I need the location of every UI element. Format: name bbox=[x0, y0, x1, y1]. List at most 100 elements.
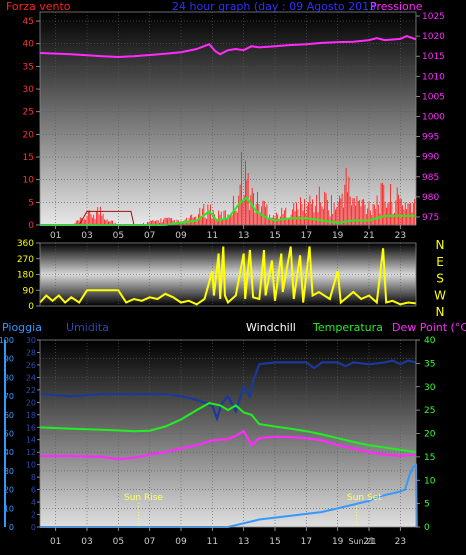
mid-plot-border bbox=[39, 242, 417, 307]
hour-tick-label: 23 bbox=[395, 537, 406, 547]
rain-tick-label: 10 bbox=[4, 504, 14, 513]
humidity-tick-label: 4 bbox=[31, 498, 36, 507]
hour-tick-label: 15 bbox=[269, 537, 280, 547]
wind-tick-label: 20 bbox=[23, 130, 35, 140]
bot-axes: 0102030405060708090100024681012141618202… bbox=[0, 336, 436, 547]
wind-tick-label: 5 bbox=[28, 198, 34, 208]
humidity-tick-label: 12 bbox=[26, 448, 36, 457]
temperature-tick-label: 40 bbox=[424, 336, 436, 346]
temperature-tick-label: 35 bbox=[424, 359, 435, 369]
hour-tick-label: 17 bbox=[301, 231, 312, 241]
temperature-tick-label: 20 bbox=[424, 430, 436, 440]
hour-tick-label: 05 bbox=[113, 231, 124, 241]
pressure-tick-label: 1000 bbox=[422, 112, 445, 122]
humidity-tick-label: 18 bbox=[26, 411, 36, 420]
bot-plot-border bbox=[39, 339, 417, 528]
pressure-tick-label: 995 bbox=[422, 133, 439, 143]
hour-tick-label: 11 bbox=[207, 537, 218, 547]
windchill-legend: Windchill bbox=[246, 321, 296, 334]
hour-tick-label: 19 bbox=[332, 231, 344, 241]
direction-degree-label: 360 bbox=[17, 239, 34, 249]
pressure-tick-label: 1025 bbox=[422, 12, 445, 22]
temperature-line bbox=[39, 402, 417, 454]
wind-tick-label: 0 bbox=[28, 221, 34, 231]
direction-degree-label: 180 bbox=[17, 271, 34, 281]
humidity-tick-label: 20 bbox=[26, 398, 36, 407]
humidity-line bbox=[39, 359, 417, 422]
rain-tick-label: 90 bbox=[4, 355, 14, 364]
hour-tick-label: 09 bbox=[175, 537, 187, 547]
pressure-tick-label: 990 bbox=[422, 153, 439, 163]
rain-tick-label: 80 bbox=[4, 373, 14, 382]
compass-label: W bbox=[434, 288, 446, 302]
humidity-tick-label: 16 bbox=[26, 423, 36, 432]
humidity-tick-label: 24 bbox=[26, 373, 36, 382]
temperature-tick-label: 10 bbox=[424, 476, 436, 486]
wind-tick-label: 30 bbox=[23, 85, 35, 95]
hour-tick-label: 13 bbox=[238, 231, 249, 241]
humidity-legend: Umidita bbox=[66, 321, 109, 334]
rain-line bbox=[40, 463, 418, 528]
wind-direction-line bbox=[39, 246, 417, 306]
chart-title: 24 hour graph (day : 09 Agosto 2013 bbox=[172, 0, 376, 13]
direction-degree-label: 0 bbox=[28, 302, 34, 312]
hour-tick-label: 21 bbox=[363, 537, 374, 547]
wind-tick-label: 35 bbox=[23, 62, 34, 72]
hour-tick-label: 19 bbox=[332, 537, 344, 547]
wind-average-line bbox=[40, 196, 416, 226]
wind-tick-label: 40 bbox=[23, 40, 35, 50]
hour-tick-label: 11 bbox=[207, 231, 218, 241]
humidity-tick-label: 22 bbox=[26, 386, 36, 395]
hour-tick-label: 15 bbox=[269, 231, 280, 241]
pressure-tick-label: 980 bbox=[422, 193, 439, 203]
compass-label: N bbox=[436, 238, 445, 252]
sun-hour-label: Sun 21 bbox=[348, 537, 376, 546]
direction-degree-label: 270 bbox=[17, 255, 34, 265]
sun-set-label: Sun Set bbox=[347, 493, 382, 503]
mid-plot-area bbox=[40, 243, 416, 306]
top-right-axis-label: Pressione bbox=[370, 0, 423, 13]
top-series bbox=[39, 35, 417, 226]
hour-tick-label: 17 bbox=[301, 537, 312, 547]
dewpoint-legend: Dew Point (°C) bbox=[392, 321, 466, 334]
pressure-tick-label: 1015 bbox=[422, 52, 445, 62]
hour-tick-label: 07 bbox=[144, 537, 155, 547]
temperature-tick-label: 5 bbox=[424, 500, 430, 510]
pressure-tick-label: 975 bbox=[422, 213, 439, 223]
rain-tick-label: 30 bbox=[4, 467, 14, 476]
hour-tick-label: 01 bbox=[50, 537, 61, 547]
humidity-tick-label: 2 bbox=[31, 511, 36, 520]
rain-legend: Pioggia bbox=[2, 321, 42, 334]
humidity-tick-label: 8 bbox=[31, 473, 36, 482]
wind-tick-label: 45 bbox=[23, 17, 34, 27]
humidity-tick-label: 28 bbox=[26, 348, 36, 357]
humidity-tick-label: 30 bbox=[26, 336, 36, 345]
dewpoint-line bbox=[40, 429, 417, 461]
bot-plot-area bbox=[40, 340, 416, 527]
temperature-tick-label: 15 bbox=[424, 453, 435, 463]
compass-label: S bbox=[436, 272, 444, 286]
pressure-tick-label: 985 bbox=[422, 173, 439, 183]
sun-rise-label: Sun Rise bbox=[124, 493, 163, 503]
compass-label: E bbox=[436, 255, 444, 269]
hour-tick-label: 13 bbox=[238, 537, 249, 547]
wind-bars bbox=[74, 151, 416, 225]
top-axes: 0510152025303540459759809859909951000100… bbox=[23, 11, 445, 241]
hour-tick-label: 03 bbox=[81, 537, 92, 547]
pressure-tick-label: 1020 bbox=[422, 32, 445, 42]
rain-tick-label: 50 bbox=[4, 430, 14, 439]
temperature-legend: Temperatura bbox=[312, 321, 383, 334]
temperature-tick-label: 0 bbox=[424, 523, 430, 533]
top-grid bbox=[40, 12, 416, 226]
temperature-tick-label: 30 bbox=[424, 383, 436, 393]
temperature-tick-label: 25 bbox=[424, 406, 435, 416]
hour-tick-label: 09 bbox=[175, 231, 187, 241]
rain-tick-label: 40 bbox=[4, 448, 14, 457]
humidity-tick-label: 0 bbox=[31, 523, 36, 532]
direction-degree-label: 90 bbox=[23, 286, 35, 296]
humidity-tick-label: 14 bbox=[26, 436, 36, 445]
hour-tick-label: 05 bbox=[113, 537, 124, 547]
pressure-tick-label: 1005 bbox=[422, 92, 445, 102]
hour-tick-label: 03 bbox=[81, 231, 92, 241]
bot-grid bbox=[40, 339, 416, 528]
